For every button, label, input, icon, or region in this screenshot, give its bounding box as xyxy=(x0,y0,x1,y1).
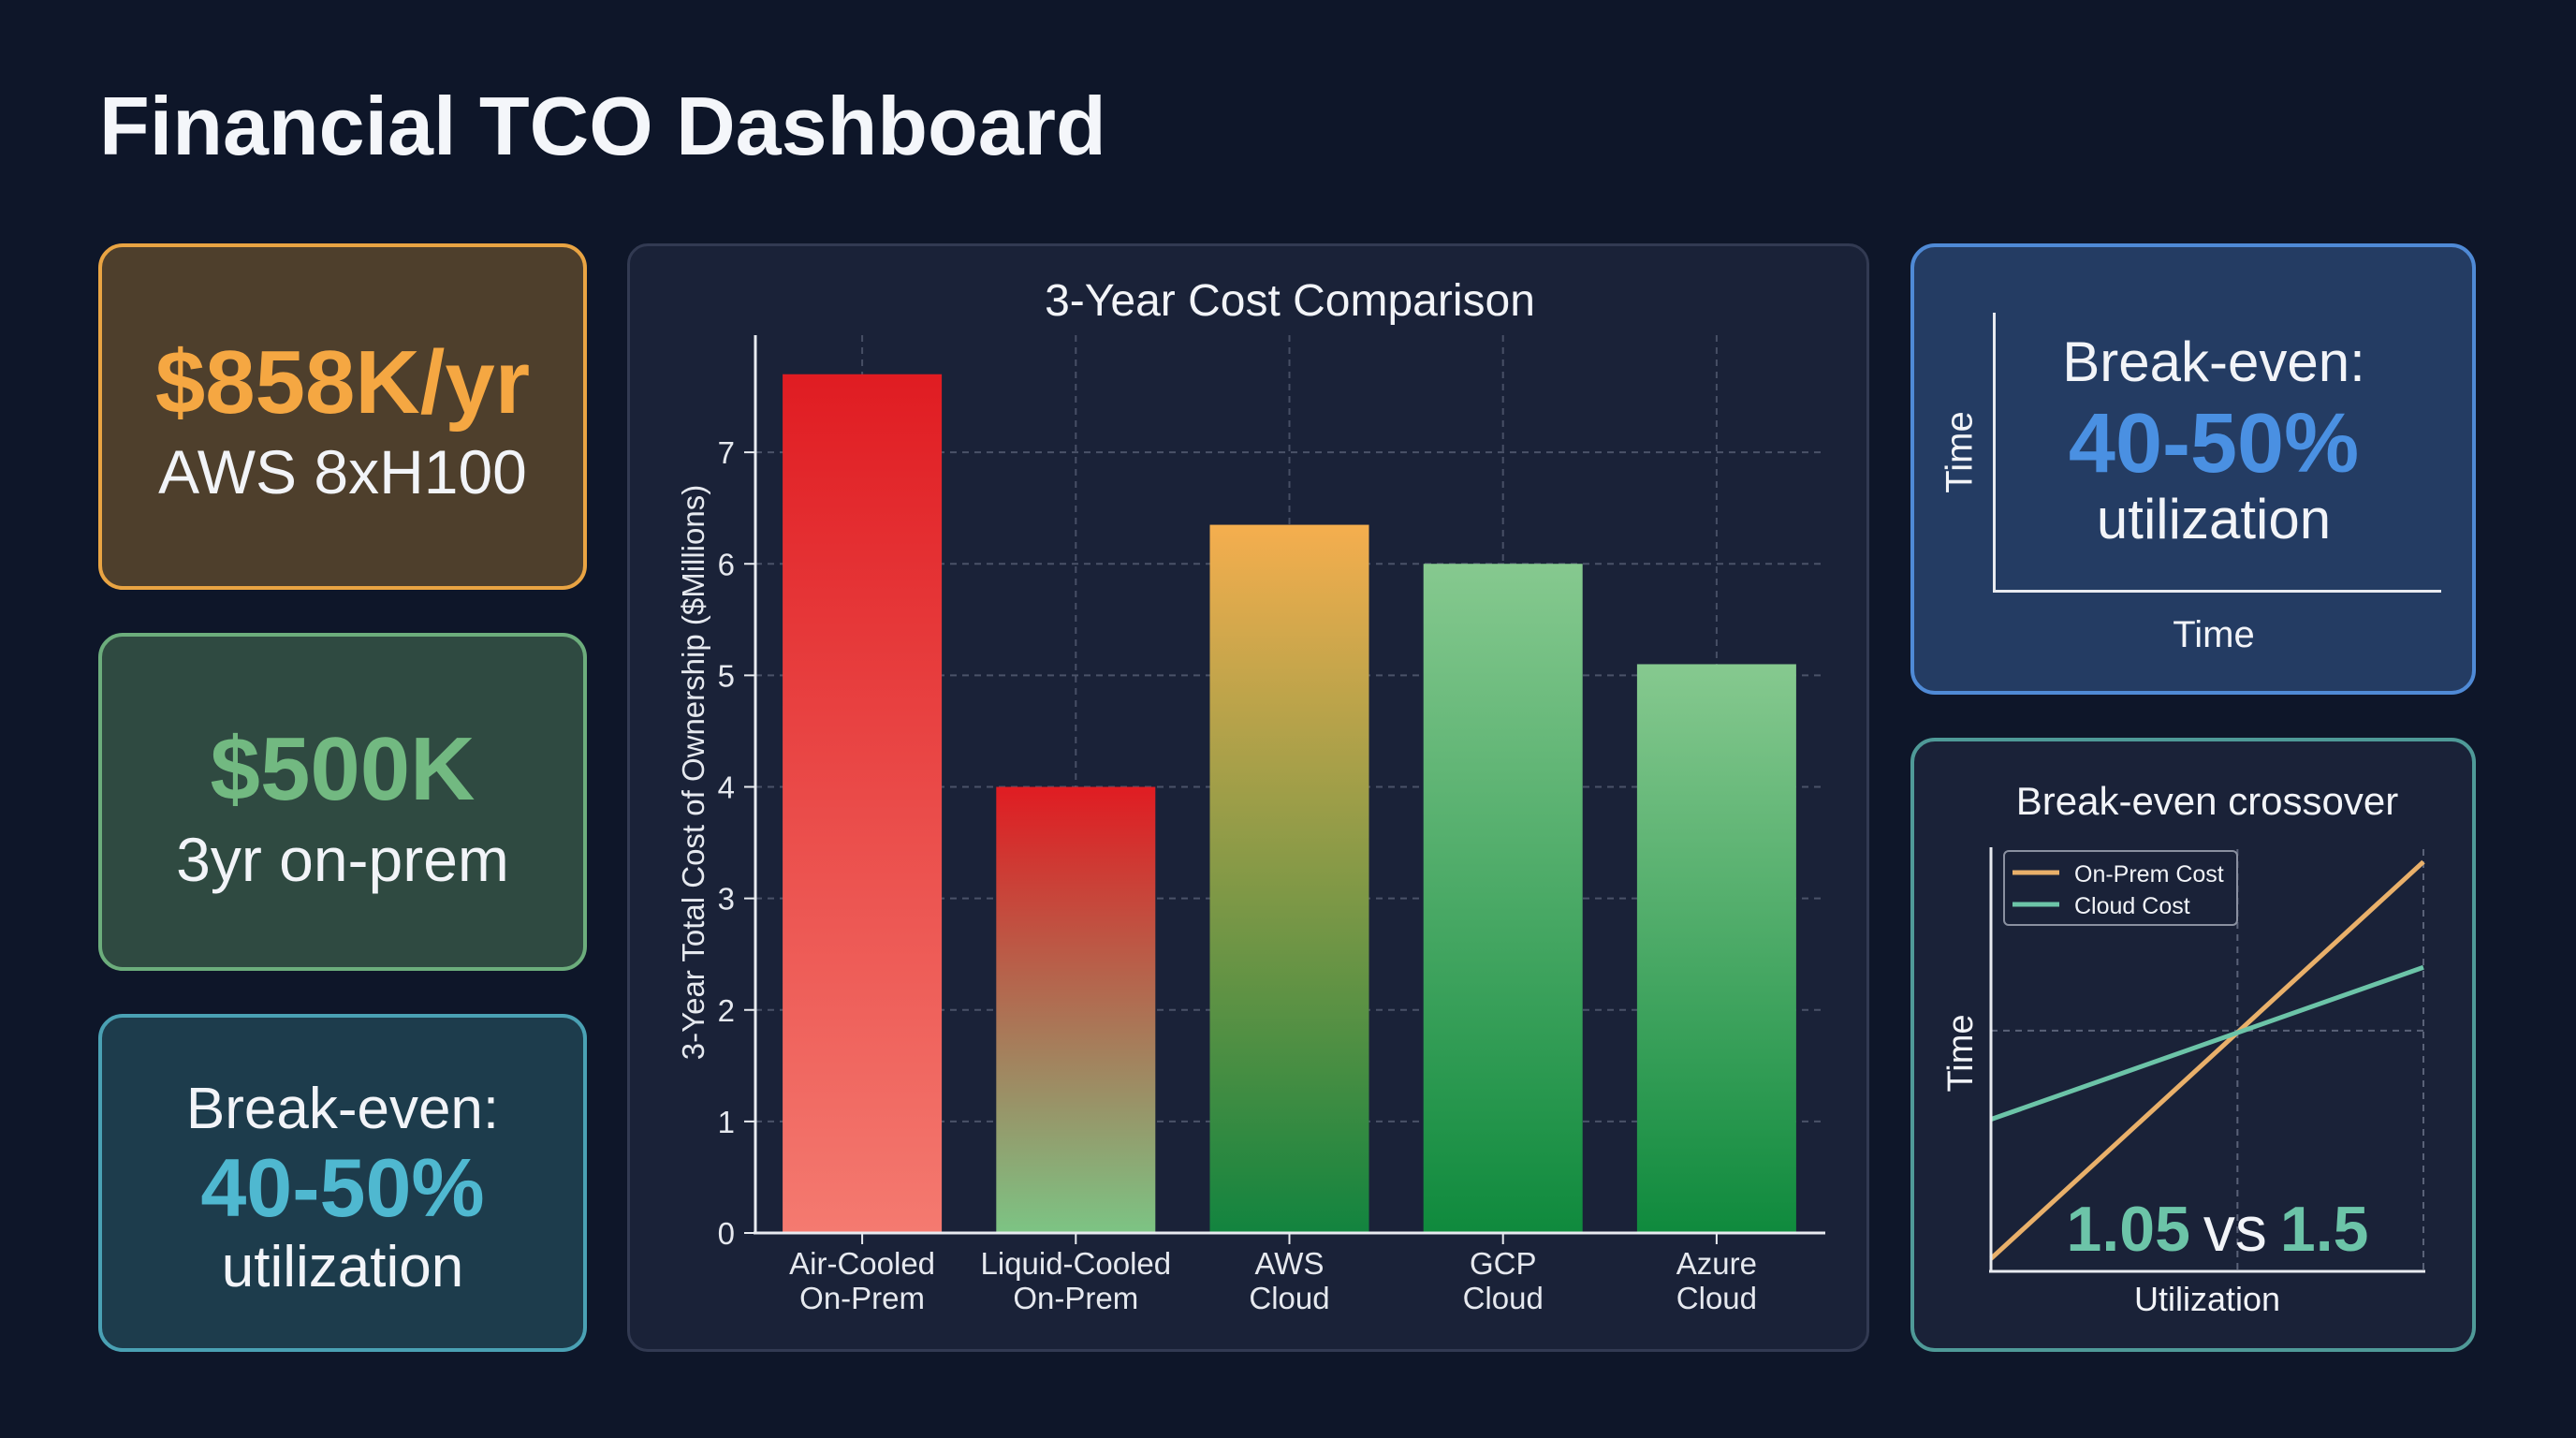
annotation-middle: vs xyxy=(2203,1194,2267,1265)
card-label: utilization xyxy=(221,1235,464,1299)
aws-annual-cost-card: $858K/yr AWS 8xH100 xyxy=(98,243,587,590)
y-axis-label: Time xyxy=(1941,1014,1981,1092)
x-tick-label: On-Prem xyxy=(799,1281,925,1315)
x-axis-label: Time xyxy=(2173,614,2255,655)
card-value: $858K/yr xyxy=(154,332,531,433)
x-tick-label: On-Prem xyxy=(1013,1281,1138,1315)
card-prefix: Break-even: xyxy=(2062,330,2365,393)
x-tick-label: Cloud xyxy=(1463,1281,1544,1315)
card-value: 40-50% xyxy=(200,1141,485,1234)
y-axis-label: 3-Year Total Cost of Ownership ($Million… xyxy=(676,485,710,1060)
y-axis xyxy=(1993,313,1996,592)
onprem-cost-card: $500K 3yr on-prem xyxy=(98,633,587,971)
x-tick-label: AWS xyxy=(1255,1246,1325,1281)
bar-azure-cloud xyxy=(1636,664,1796,1233)
card-prefix: Break-even: xyxy=(185,1077,500,1141)
page-title: Financial TCO Dashboard xyxy=(99,80,1106,172)
legend-label-onprem: On-Prem Cost xyxy=(2074,861,2224,888)
card-label: AWS 8xH100 xyxy=(158,437,527,506)
x-tick-label: GCP xyxy=(1470,1246,1537,1281)
legend-box xyxy=(2003,850,2238,926)
bar-aws-cloud xyxy=(1209,524,1369,1233)
x-tick-label: Azure xyxy=(1676,1246,1757,1281)
chart-title: 3-Year Cost Comparison xyxy=(1045,276,1535,326)
bar-air-cooled-on-prem xyxy=(783,374,943,1233)
x-tick-label: Cloud xyxy=(1676,1281,1757,1315)
card-label: 3yr on-prem xyxy=(176,825,509,894)
crossover-annotation: 1.05 vs 1.5 xyxy=(2067,1194,2369,1265)
card-value: $500K xyxy=(210,719,476,819)
line-on-prem-cost xyxy=(1989,859,2425,1261)
y-tick-label: 0 xyxy=(718,1216,735,1251)
legend-label-cloud: Cloud Cost xyxy=(2074,893,2190,919)
card-label: utilization xyxy=(2096,488,2332,550)
card-value: 40-50% xyxy=(2068,397,2360,491)
crossover-card xyxy=(1910,738,2476,1352)
annotation-left: 1.05 xyxy=(2067,1194,2190,1265)
y-tick-label: 2 xyxy=(718,993,735,1028)
bar-gcp-cloud xyxy=(1423,564,1583,1233)
breakeven-summary-card: Time Time Break-even: 40-50% utilization xyxy=(1910,243,2476,695)
legend: On-Prem Cost Cloud Cost xyxy=(2003,850,2238,926)
y-tick-label: 6 xyxy=(718,547,735,581)
chart-title: Break-even crossover xyxy=(2016,779,2399,823)
x-axis-label: Utilization xyxy=(2134,1280,2280,1318)
annotation-right: 1.5 xyxy=(2280,1194,2369,1265)
x-tick-label: Cloud xyxy=(1249,1281,1329,1315)
line-cloud-cost xyxy=(1990,964,2424,1122)
x-tick-label: Liquid-Cooled xyxy=(980,1246,1171,1281)
y-tick-label: 3 xyxy=(718,882,735,917)
y-tick-label: 1 xyxy=(718,1105,735,1139)
y-tick-label: 7 xyxy=(718,435,735,470)
x-tick-label: Air-Cooled xyxy=(789,1246,935,1281)
y-tick-label: 4 xyxy=(718,770,735,805)
bar-liquid-cooled-on-prem xyxy=(996,786,1156,1233)
y-tick-label: 5 xyxy=(718,658,735,693)
x-axis xyxy=(1993,590,2441,593)
breakeven-card: Break-even: 40-50% utilization xyxy=(98,1014,587,1352)
